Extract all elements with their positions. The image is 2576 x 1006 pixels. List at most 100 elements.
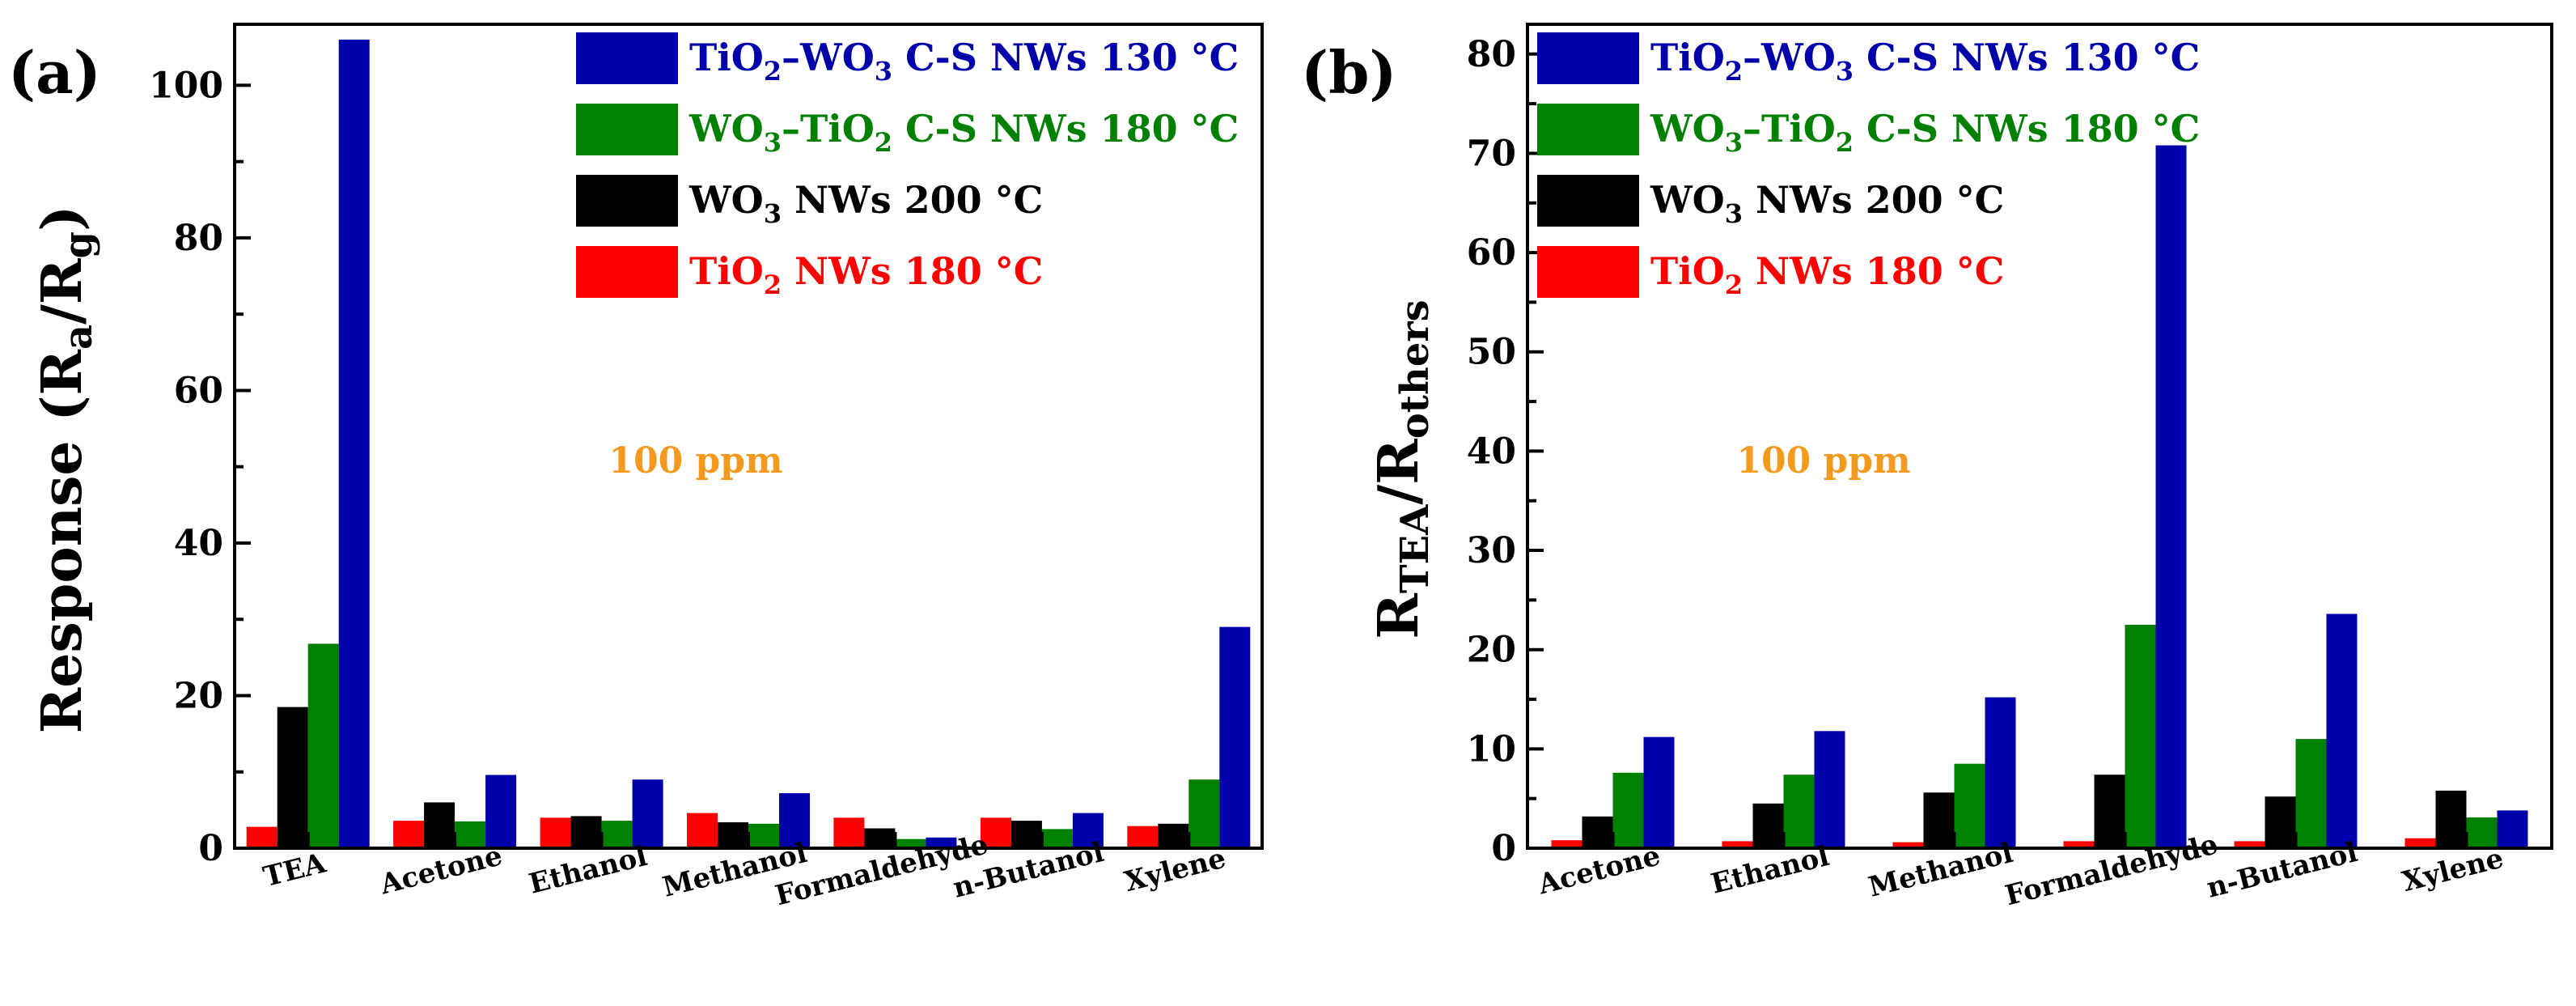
bar-tio2-nws-180-c-ethanol — [1722, 841, 1753, 848]
bar-wo3-tio2-c-s-nws-180-c-formaldehyde — [895, 838, 926, 848]
y-label-b-sub1: TEA — [1392, 504, 1438, 593]
bar-wo3-nws-200-c-ethanol — [570, 816, 602, 848]
y-tick-label: 20 — [1467, 630, 1516, 671]
y-tick-label: 0 — [1491, 828, 1516, 869]
bar-tio2-wo3-c-s-nws-130-c-ethanol — [632, 779, 663, 848]
bar-tio2-wo3-c-s-nws-130-c-formaldehyde — [926, 837, 957, 848]
legend-label-part: 3 — [875, 56, 892, 87]
y-tick-label: 30 — [1467, 530, 1516, 571]
x-tick-label-xylene: Xylene — [1121, 843, 1229, 899]
legend-label-part: C-S NWs 180 °C — [1854, 107, 2200, 151]
bar-tio2-wo3-c-s-nws-130-c-xylene — [2497, 810, 2528, 848]
bar-tio2-nws-180-c-tea — [246, 826, 278, 848]
legend-label-part: –WO — [782, 36, 875, 79]
legend-label-part: 3 — [1836, 56, 1854, 87]
legend-label-part: 2 — [1725, 270, 1743, 300]
y-axis-label-a: Response (Ra/Rg) — [30, 206, 101, 734]
bar-tio2-wo3-c-s-nws-130-c-n-butanol — [2326, 613, 2358, 848]
legend-label-part: 2 — [1836, 127, 1854, 158]
legend-label-part: NWs 200 °C — [782, 178, 1043, 222]
legend-label-part: –WO — [1743, 36, 1836, 79]
y-label-a-sub2: g — [56, 231, 101, 259]
legend-label-part: 2 — [875, 127, 892, 158]
bar-tio2-nws-180-c-formaldehyde — [2063, 841, 2095, 848]
legend-swatch-3 — [576, 246, 678, 298]
y-label-a-mid: /R — [30, 258, 95, 325]
bar-wo3-tio2-c-s-nws-180-c-ethanol — [601, 821, 633, 848]
bar-wo3-nws-200-c-formaldehyde — [864, 828, 896, 848]
legend-label-part: 2 — [764, 270, 782, 300]
legend-swatch-2 — [1537, 175, 1639, 227]
y-tick-label: 60 — [174, 370, 223, 411]
panel-label-b: (b) — [1301, 38, 1396, 107]
legend-label-2: WO3 NWs 200 °C — [1650, 178, 2004, 229]
bar-wo3-nws-200-c-n-butanol — [2265, 796, 2296, 848]
bar-wo3-tio2-c-s-nws-180-c-n-butanol — [2295, 739, 2327, 848]
bar-wo3-nws-200-c-xylene — [1158, 823, 1189, 848]
legend-swatch-3 — [1537, 246, 1639, 298]
legend-label-part: NWs 180 °C — [782, 249, 1043, 293]
bar-tio2-wo3-c-s-nws-130-c-formaldehyde — [2155, 145, 2187, 849]
legend-label-0: TiO2–WO3 C-S NWs 130 °C — [689, 36, 1239, 87]
legend-swatch-1 — [1537, 104, 1639, 155]
y-label-b-main: R — [1366, 593, 1431, 639]
legend-label-part: WO — [688, 107, 764, 151]
legend-label-3: TiO2 NWs 180 °C — [689, 249, 1043, 300]
legend-label-part: –TiO — [1743, 107, 1836, 151]
y-tick-label: 0 — [198, 828, 223, 869]
legend-label-part: C-S NWs 130 °C — [1854, 36, 2200, 79]
bar-wo3-tio2-c-s-nws-180-c-methanol — [748, 823, 779, 848]
y-tick-label: 10 — [1467, 728, 1516, 770]
legend-label-part: TiO — [689, 36, 764, 79]
bar-tio2-wo3-c-s-nws-130-c-ethanol — [1814, 731, 1845, 848]
y-label-a-main: Response (R — [30, 349, 95, 733]
bar-wo3-nws-200-c-methanol — [1923, 792, 1955, 848]
legend-swatch-2 — [576, 175, 678, 227]
legend-swatch-0 — [1537, 32, 1639, 84]
bar-wo3-tio2-c-s-nws-180-c-acetone — [1612, 772, 1644, 848]
bar-tio2-wo3-c-s-nws-130-c-xylene — [1219, 626, 1251, 848]
bar-wo3-tio2-c-s-nws-180-c-xylene — [1188, 779, 1220, 848]
legend-label-part: –TiO — [782, 107, 875, 151]
y-label-a-end: ) — [30, 206, 95, 231]
legend-label-part: 3 — [1725, 198, 1743, 229]
bar-wo3-nws-200-c-xylene — [2435, 790, 2467, 848]
legend-label-0: TiO2–WO3 C-S NWs 130 °C — [1650, 36, 2200, 87]
bar-wo3-nws-200-c-n-butanol — [1010, 821, 1042, 848]
legend-label-part: TiO — [1650, 36, 1725, 79]
bar-tio2-nws-180-c-n-butanol — [980, 817, 1011, 848]
bar-tio2-nws-180-c-formaldehyde — [833, 817, 865, 848]
bar-wo3-tio2-c-s-nws-180-c-n-butanol — [1041, 829, 1073, 848]
y-tick-label: 20 — [174, 675, 223, 716]
annotation-a: 100 ppm — [608, 440, 782, 482]
bar-tio2-wo3-c-s-nws-130-c-acetone — [485, 775, 517, 848]
panel-label-a: (a) — [8, 38, 101, 107]
x-tick-label-xylene: Xylene — [2399, 843, 2506, 899]
y-tick-label: 80 — [174, 218, 223, 259]
bar-wo3-tio2-c-s-nws-180-c-methanol — [1954, 763, 1985, 848]
bar-tio2-nws-180-c-n-butanol — [2234, 841, 2265, 848]
y-label-b-sub2: others — [1392, 299, 1438, 439]
bar-wo3-tio2-c-s-nws-180-c-acetone — [455, 821, 486, 848]
legend-swatch-0 — [576, 32, 678, 84]
legend-label-1: WO3–TiO2 C-S NWs 180 °C — [688, 107, 1239, 158]
legend-label-part: 2 — [1725, 56, 1743, 87]
bar-tio2-nws-180-c-ethanol — [540, 817, 571, 848]
legend-label-part: 3 — [764, 127, 782, 158]
legend-label-1: WO3–TiO2 C-S NWs 180 °C — [1650, 107, 2200, 158]
bar-tio2-nws-180-c-methanol — [1892, 842, 1924, 848]
legend-swatch-1 — [576, 104, 678, 155]
bar-tio2-wo3-c-s-nws-130-c-tea — [338, 39, 370, 848]
bar-tio2-wo3-c-s-nws-130-c-methanol — [1985, 697, 2016, 848]
y-tick-label: 100 — [149, 65, 223, 106]
legend-label-part: 2 — [764, 56, 782, 87]
legend-label-part: TiO — [689, 249, 764, 293]
bar-tio2-wo3-c-s-nws-130-c-methanol — [779, 793, 810, 848]
bar-wo3-tio2-c-s-nws-180-c-xylene — [2466, 817, 2498, 848]
panel-b: (b) 100 ppm RTEA/Rothers 0 10 20 30 40 50 60 70… — [1301, 23, 2553, 912]
y-tick-label: 50 — [1467, 332, 1516, 373]
legend-label-part: C-S NWs 130 °C — [892, 36, 1239, 79]
